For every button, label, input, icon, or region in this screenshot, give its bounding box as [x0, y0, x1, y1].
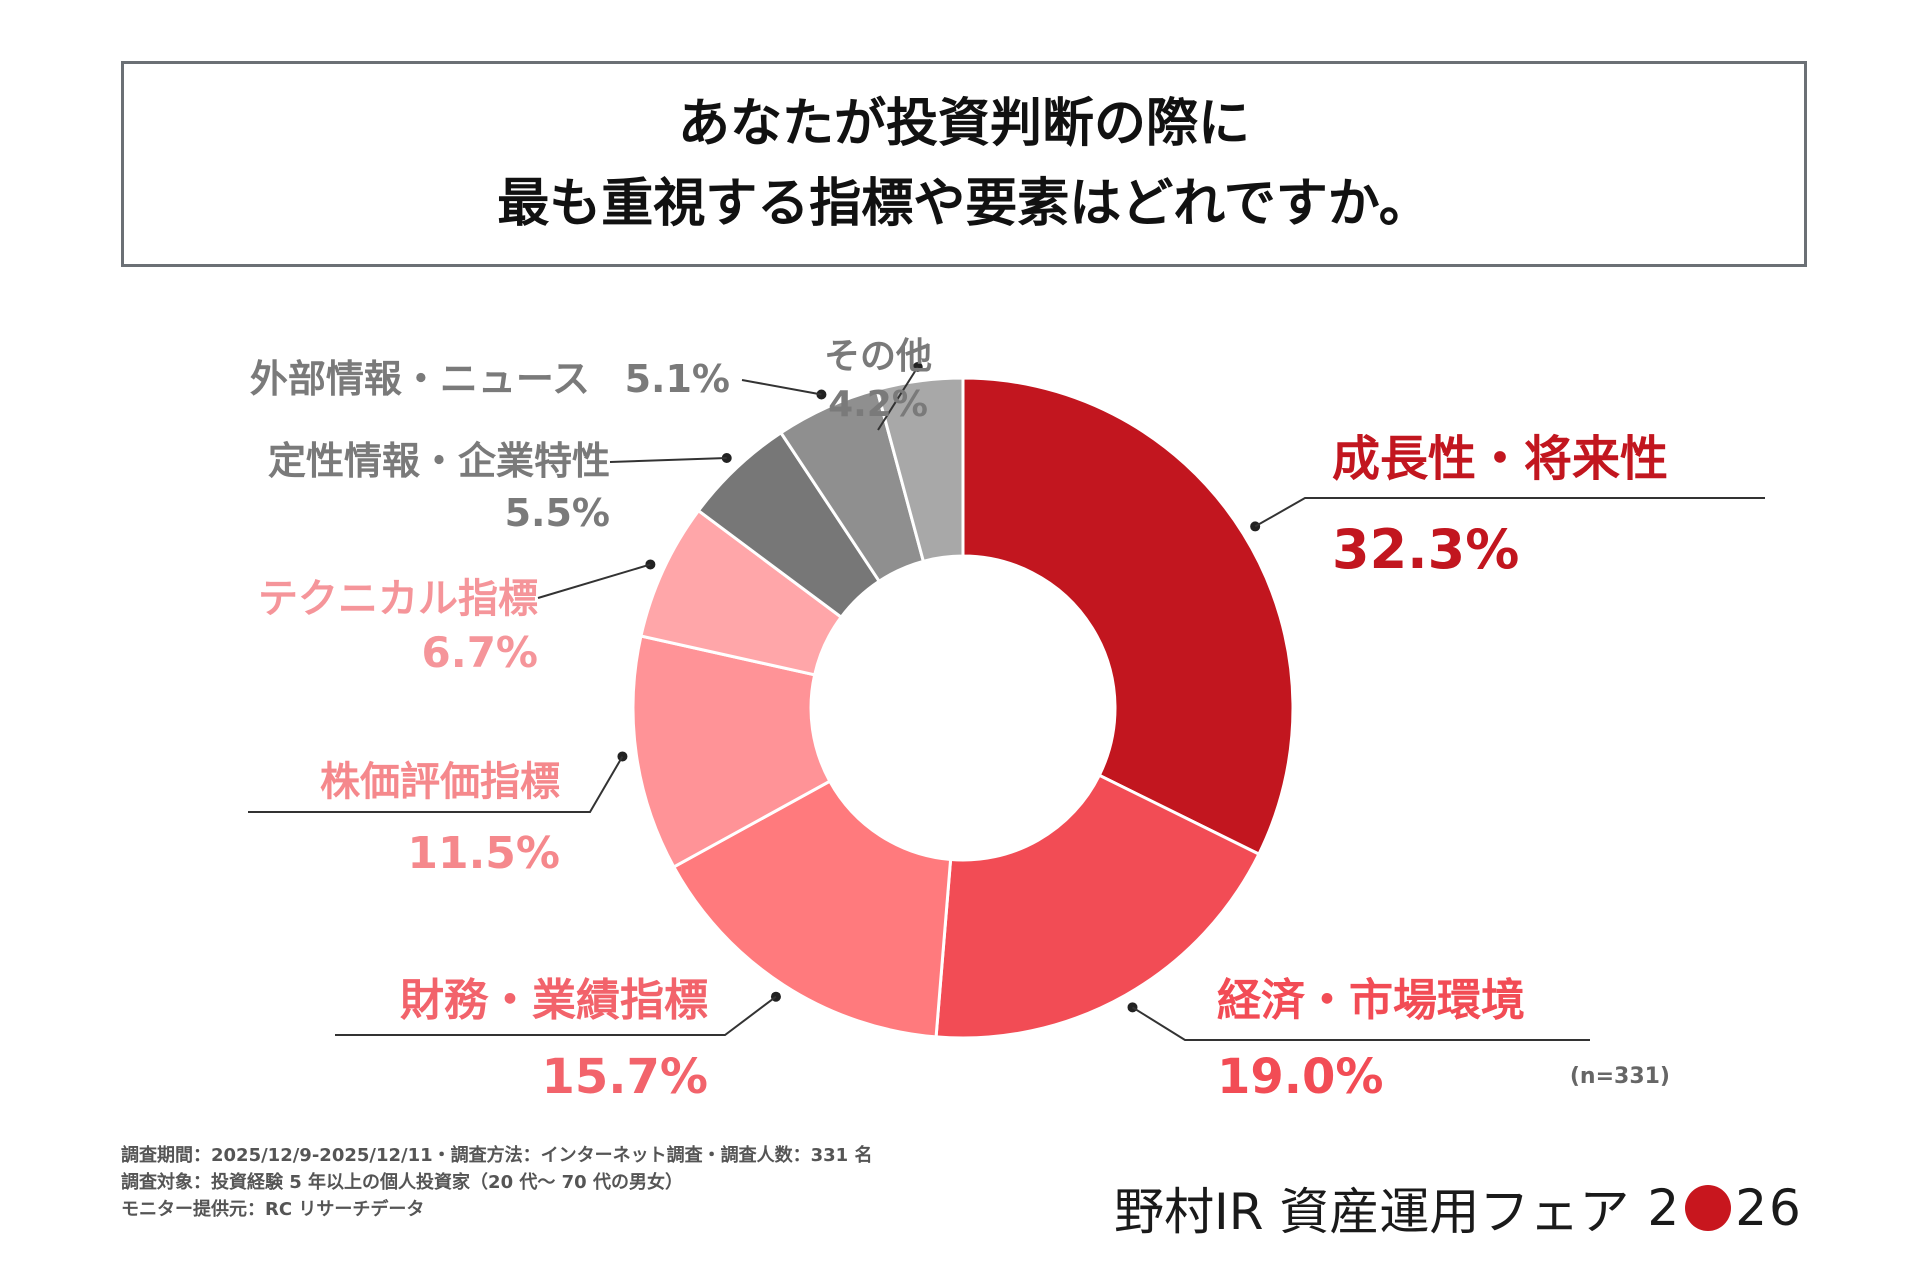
leader-line: [335, 995, 777, 1036]
slice-value-label: 32.3%: [1332, 518, 1519, 581]
leader-line: [741, 379, 822, 396]
slice-value-label: 5.5%: [505, 491, 610, 535]
brand-red-dot: [1685, 1185, 1732, 1231]
labels-layer: 成長性・将来性 32.3% 経済・市場環境 19.0% 財務・業績指標 15.7% 株価評価…: [248, 336, 1765, 1105]
brand-year-right: 26: [1735, 1179, 1803, 1237]
slice-label: 経済・市場環境: [1217, 975, 1525, 1026]
slices-layer: [631, 376, 1295, 1040]
slice-label: 定性情報・企業特性: [268, 439, 610, 483]
slice-value-label: 19.0%: [1217, 1049, 1384, 1105]
footnote-line-2: 調査対象：投資経験 5 年以上の個人投資家（20 代〜 70 代の男女）: [121, 1172, 683, 1193]
slice-label: 財務・業績指標: [400, 975, 708, 1026]
leader-line: [537, 563, 651, 599]
donut-slice: [934, 773, 1261, 1040]
slice-label: 外部情報・ニュース: [250, 357, 590, 401]
survey-footnote: 調査期間：2025/12/9-2025/12/11・調査方法：インターネット調査…: [121, 1142, 872, 1223]
slice-label: テクニカル指標: [258, 576, 538, 622]
leader-line: [877, 366, 919, 431]
donut-slice: [961, 376, 1295, 857]
leader-line: [1254, 497, 1765, 528]
footnote-line-3: モニター提供元：RC リサーチデータ: [121, 1199, 425, 1220]
brand-name: 野村IR 資産運用フェア: [1114, 1183, 1630, 1241]
sample-size-note: (n=331): [1570, 1064, 1670, 1089]
slice-value-label: 6.7%: [422, 628, 538, 677]
leader-line: [1131, 1006, 1590, 1041]
brand-year-left: 2: [1647, 1179, 1682, 1237]
footnote-line-1: 調査期間：2025/12/9-2025/12/11・調査方法：インターネット調査…: [121, 1145, 873, 1166]
donut-slice: [671, 779, 953, 1039]
title-line-1: あなたが投資判断の際に: [677, 94, 1250, 154]
slice-value-label: 4.2%: [828, 384, 928, 425]
title-box: あなたが投資判断の際に 最も重視する指標や要素はどれですか。: [121, 61, 1807, 267]
slice-value-label: 15.7%: [541, 1049, 708, 1105]
slice-label: 株価評価指標: [320, 759, 560, 805]
donut-slice: [631, 634, 832, 870]
slice-label: その他: [824, 336, 932, 377]
title-line-2: 最も重視する指標や要素はどれですか。: [497, 174, 1431, 234]
brand-year: 2 26: [1647, 1179, 1802, 1237]
donut-slice: [875, 376, 965, 564]
slice-label: 成長性・将来性: [1332, 431, 1668, 487]
slice-value-label: 5.1%: [625, 357, 730, 401]
brand-logo: 野村IR 資産運用フェア 2 26: [1114, 1172, 1803, 1244]
leader-line: [609, 456, 727, 463]
slice-value-label: 11.5%: [407, 828, 560, 879]
leader-line: [248, 755, 624, 813]
